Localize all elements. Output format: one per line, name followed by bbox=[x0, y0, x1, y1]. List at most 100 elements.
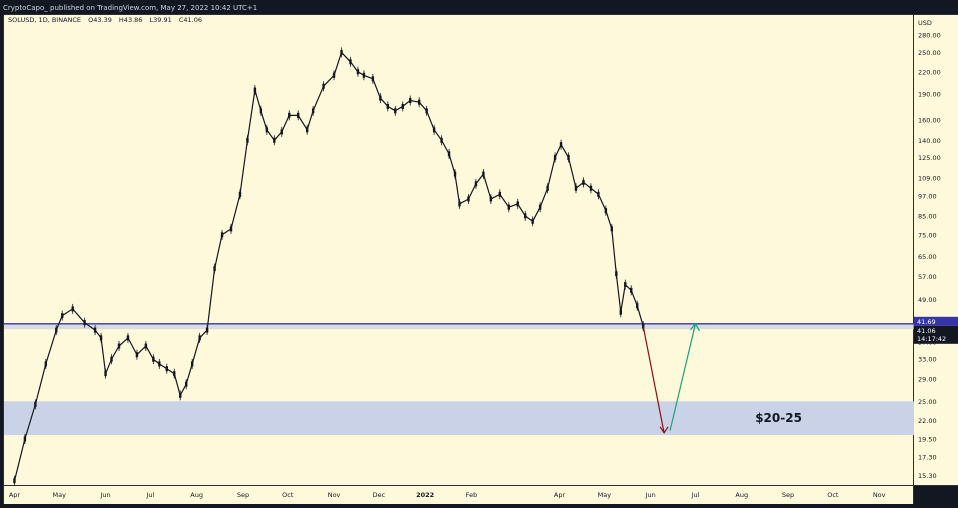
candle-body bbox=[213, 266, 216, 272]
candle-body bbox=[198, 335, 201, 341]
down-arrowhead bbox=[659, 426, 669, 434]
candle-body bbox=[409, 98, 412, 104]
candle-body bbox=[507, 204, 510, 210]
candle-body bbox=[432, 127, 436, 133]
candle-body bbox=[305, 127, 309, 133]
low-value: L39.91 bbox=[149, 16, 172, 24]
time-tick-label: Dec bbox=[373, 491, 386, 499]
price-axis[interactable]: USD 280.00 250.00 220.00 190.00 160.00 140.00 1… bbox=[914, 14, 958, 486]
time-axis-svg: Apr May Jun Jul Aug Sep Oct Nov Dec 2022 Feb Apr May… bbox=[9, 491, 886, 499]
publisher-line: CryptoCapo_ published on TradingView.com… bbox=[3, 4, 258, 12]
level-tag: 41.69 bbox=[917, 318, 936, 326]
candle-body bbox=[546, 185, 549, 191]
time-axis[interactable]: Apr May Jun Jul Aug Sep Oct Nov Dec 2022 Feb Apr May… bbox=[3, 486, 914, 504]
time-tick-label: Jul bbox=[145, 491, 154, 499]
time-tick-label: Nov bbox=[328, 491, 341, 499]
candle-body bbox=[34, 401, 37, 407]
candle-body bbox=[117, 343, 121, 349]
candle-body bbox=[165, 366, 168, 372]
currency-label: USD bbox=[918, 19, 932, 27]
candle-body bbox=[567, 154, 570, 160]
candle-body bbox=[61, 313, 64, 319]
candle-body bbox=[340, 49, 343, 55]
up-arrow bbox=[669, 323, 697, 431]
time-tick-label: May bbox=[53, 491, 67, 499]
last-price-tag: 41.06 bbox=[917, 327, 936, 335]
time-tick-label: Jul bbox=[691, 491, 700, 499]
candle-body bbox=[205, 327, 209, 333]
price-tick-label: 220.00 bbox=[918, 68, 941, 76]
candle-body bbox=[126, 335, 130, 341]
time-tick-label: Aug bbox=[735, 491, 748, 499]
price-tick-label: 109.00 bbox=[918, 175, 941, 183]
price-tick-label: 17.30 bbox=[918, 454, 937, 462]
candle-body bbox=[83, 320, 86, 326]
price-tick-label: 33.00 bbox=[918, 356, 937, 364]
price-tick-label: 19.50 bbox=[918, 435, 937, 443]
time-tick-label: Feb bbox=[466, 491, 478, 499]
time-tick-label: Nov bbox=[873, 491, 886, 499]
candle-body bbox=[13, 478, 16, 484]
candle-body bbox=[467, 196, 470, 202]
time-tick-label: Jun bbox=[99, 491, 110, 499]
candle-body bbox=[417, 99, 421, 105]
candle-body bbox=[458, 201, 461, 207]
time-tick-label: Oct bbox=[282, 491, 294, 499]
candle-body bbox=[322, 83, 325, 89]
candle-body bbox=[93, 327, 97, 333]
last-price-tag-bg bbox=[914, 325, 958, 344]
candle-body bbox=[615, 271, 618, 277]
candle-body bbox=[440, 137, 443, 143]
candle-body bbox=[553, 154, 557, 160]
price-tick-label: 160.00 bbox=[918, 117, 941, 125]
candle-body bbox=[489, 196, 493, 202]
candle-body bbox=[498, 191, 502, 197]
candle-body bbox=[288, 112, 291, 118]
candle-body bbox=[531, 218, 534, 224]
candle-body bbox=[55, 327, 58, 333]
price-chart: $20-25 bbox=[4, 47, 915, 486]
candle-body bbox=[190, 361, 194, 367]
price-tick-label: 85.00 bbox=[918, 212, 937, 220]
candle-body bbox=[538, 204, 542, 210]
candle-body bbox=[238, 191, 242, 197]
price-tick-label: 125.00 bbox=[918, 154, 941, 162]
candle-body bbox=[253, 87, 257, 93]
candle-body bbox=[273, 137, 276, 143]
target-zone bbox=[4, 401, 915, 436]
candle-body bbox=[104, 371, 107, 377]
candle-body bbox=[173, 371, 176, 377]
candle-body bbox=[516, 201, 519, 207]
up-arrowhead bbox=[690, 322, 700, 332]
time-tick-label: Jun bbox=[645, 491, 656, 499]
time-tick-label: Apr bbox=[9, 491, 21, 499]
price-tick-label: 65.00 bbox=[918, 253, 937, 261]
countdown-tag: 14:17:42 bbox=[917, 335, 946, 343]
candle-body bbox=[185, 381, 188, 387]
candle-body bbox=[349, 59, 352, 65]
time-tick-label: 2022 bbox=[416, 491, 434, 499]
price-tick-label: 29.00 bbox=[918, 375, 937, 383]
candle-body bbox=[604, 208, 608, 214]
candle-body bbox=[332, 72, 336, 78]
price-tick-label: 280.00 bbox=[918, 32, 941, 40]
candle-body bbox=[379, 95, 382, 101]
candle-body bbox=[179, 392, 182, 398]
price-tick-label: 190.00 bbox=[918, 90, 941, 98]
candle-body bbox=[574, 185, 578, 191]
candle-body bbox=[152, 356, 155, 362]
price-tick-label: 97.00 bbox=[918, 192, 937, 200]
candle-body bbox=[610, 226, 614, 232]
price-tick-label: 57.00 bbox=[918, 273, 937, 281]
candle-body bbox=[135, 352, 139, 358]
candle-body bbox=[144, 343, 148, 349]
symbol-name: SOLUSD, 1D, BINANCE bbox=[8, 16, 82, 24]
price-tick-label: 15.30 bbox=[918, 472, 937, 480]
candle-body bbox=[453, 171, 457, 177]
candle-body bbox=[559, 142, 563, 148]
target-zone-label: $20-25 bbox=[755, 411, 802, 425]
price-tick-label: 75.00 bbox=[918, 231, 937, 239]
candle-body bbox=[280, 129, 283, 135]
chart-area[interactable]: $20-25 bbox=[3, 14, 915, 486]
candle-body bbox=[524, 213, 527, 219]
